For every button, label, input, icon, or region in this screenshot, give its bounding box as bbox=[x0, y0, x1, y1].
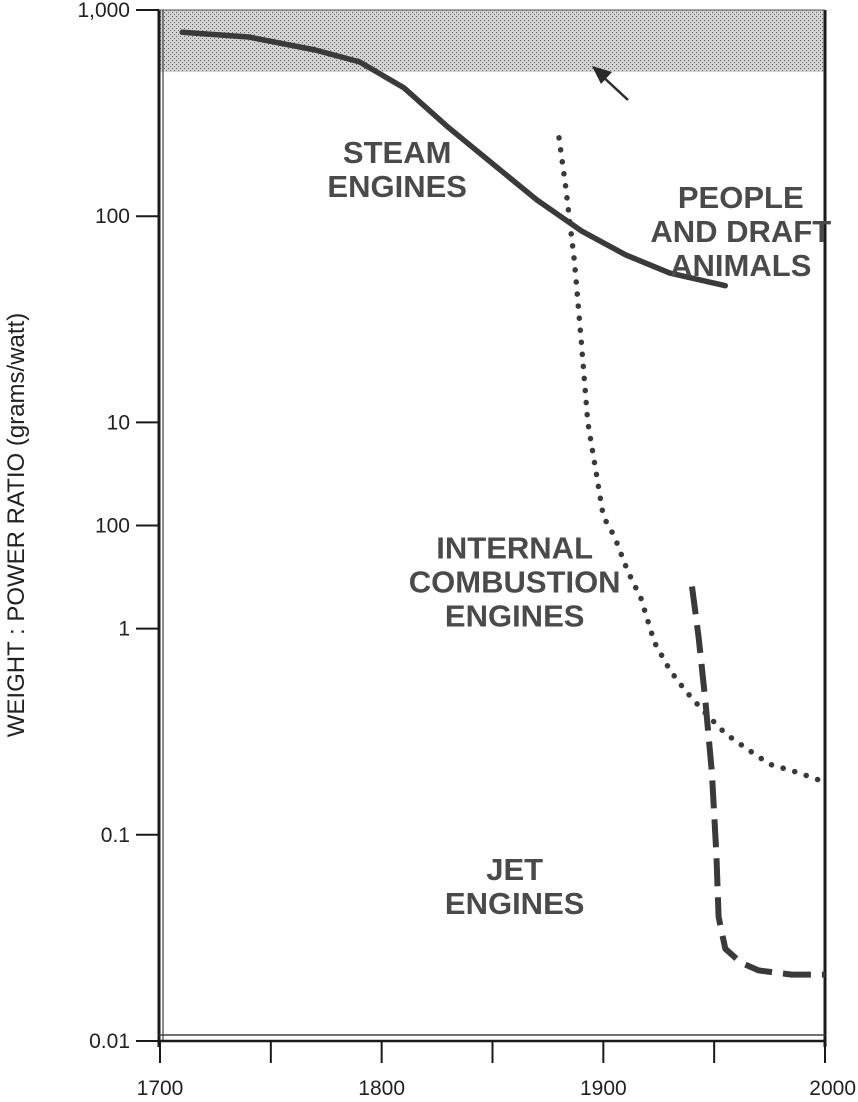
annotation-line: ANIMALS bbox=[670, 248, 811, 283]
y-tick-label: 100 bbox=[95, 515, 130, 538]
annotation-people-and-draft-animals: PEOPLEAND DRAFTANIMALS bbox=[650, 180, 831, 283]
annotation-line: ENGINES bbox=[327, 169, 467, 204]
series-layer bbox=[182, 32, 825, 974]
annotation-steam-engines: STEAMENGINES bbox=[327, 135, 467, 204]
annotation-jet-engines: JETENGINES bbox=[445, 852, 585, 921]
annotation-internal-combustion-engines: INTERNALCOMBUSTIONENGINES bbox=[409, 530, 621, 633]
annotation-layer: STEAMENGINESPEOPLEAND DRAFTANIMALSINTERN… bbox=[327, 66, 831, 921]
annotation-line: ENGINES bbox=[445, 598, 585, 633]
y-tick-label: 1 bbox=[118, 618, 130, 641]
annotation-line: JET bbox=[486, 852, 543, 887]
x-tick-label: 1900 bbox=[580, 1077, 627, 1100]
annotation-line: ENGINES bbox=[445, 886, 585, 921]
x-tick-label: 2000 bbox=[809, 1077, 856, 1100]
x-tick-label: 1700 bbox=[137, 1077, 184, 1100]
series-jet-engines bbox=[692, 587, 825, 975]
annotation-line: PEOPLE bbox=[678, 180, 804, 215]
y-tick-label: 100 bbox=[95, 205, 130, 228]
y-axis-title: WEIGHT : POWER RATIO (grams/watt) bbox=[3, 313, 30, 737]
y-tick-label: 0.01 bbox=[89, 1030, 130, 1053]
annotation-line: AND DRAFT bbox=[650, 214, 831, 249]
x-tick-label: 1800 bbox=[358, 1077, 405, 1100]
y-tick-label: 0.1 bbox=[101, 824, 130, 847]
annotation-line: INTERNAL bbox=[436, 530, 593, 565]
y-tick-label: 10 bbox=[107, 411, 130, 434]
y-tick-label: 1,000 bbox=[77, 0, 130, 22]
annotation-line: STEAM bbox=[343, 135, 452, 170]
annotation-line: COMBUSTION bbox=[409, 564, 621, 599]
